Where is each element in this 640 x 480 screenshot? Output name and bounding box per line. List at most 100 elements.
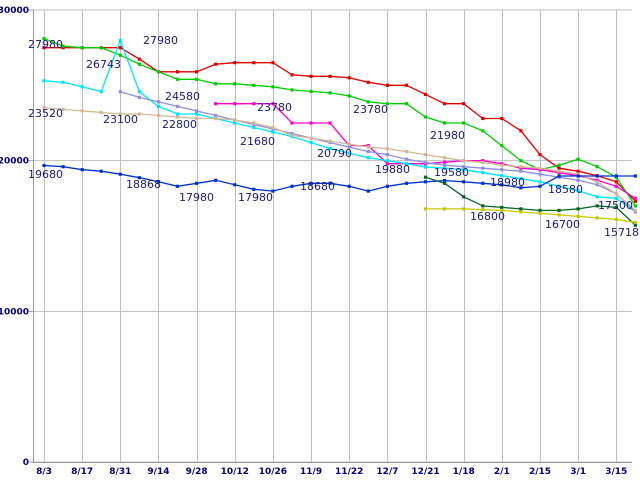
series-marker-olive bbox=[423, 207, 428, 211]
series-marker-green bbox=[309, 89, 313, 93]
data-label: 23780 bbox=[257, 101, 292, 114]
data-label: 19880 bbox=[375, 163, 410, 176]
series-marker-red bbox=[271, 61, 275, 65]
series-marker-red bbox=[614, 180, 618, 184]
series-marker-darkgreen bbox=[443, 181, 447, 185]
series-marker-tan bbox=[99, 110, 103, 115]
x-tick-label: 8/31 bbox=[109, 467, 131, 477]
series-marker-green bbox=[462, 121, 466, 125]
data-label: 22800 bbox=[162, 118, 197, 131]
series-marker-tan bbox=[443, 156, 447, 160]
series-marker-green bbox=[443, 121, 447, 125]
series-marker-darkblue bbox=[347, 184, 351, 188]
series-marker-tan bbox=[462, 159, 466, 163]
series-marker-cyan bbox=[271, 130, 275, 134]
x-tick-label: 8/3 bbox=[36, 467, 52, 477]
series-marker-green bbox=[500, 144, 504, 148]
series-marker-green bbox=[404, 102, 409, 106]
series-marker-cyan bbox=[347, 151, 351, 155]
series-marker-red bbox=[309, 74, 313, 78]
series-marker-olive bbox=[519, 210, 523, 214]
series-marker-green bbox=[214, 82, 218, 86]
series-marker-cyan bbox=[156, 104, 161, 108]
series-marker-green bbox=[42, 37, 46, 41]
series-marker-darkblue bbox=[214, 178, 218, 182]
series-marker-tan bbox=[614, 192, 618, 196]
series-marker-periwinkle bbox=[595, 183, 599, 187]
series-marker-darkblue bbox=[175, 184, 180, 188]
series-marker-green bbox=[385, 102, 389, 106]
series-marker-green bbox=[252, 83, 256, 87]
series-marker-red bbox=[538, 153, 542, 157]
series-marker-darkblue bbox=[80, 168, 84, 172]
series-marker-cyan bbox=[481, 171, 485, 175]
series-marker-tan bbox=[366, 145, 370, 149]
data-label: 18680 bbox=[300, 180, 335, 193]
series-marker-magenta bbox=[233, 102, 237, 106]
series-marker-tan bbox=[309, 136, 313, 140]
series-marker-tan bbox=[557, 169, 561, 173]
series-marker-periwinkle bbox=[423, 160, 428, 165]
series-marker-periwinkle bbox=[385, 153, 389, 157]
series-marker-red bbox=[519, 129, 523, 133]
series-marker-darkgreen bbox=[462, 195, 466, 199]
x-tick-label: 12/7 bbox=[376, 467, 398, 477]
series-marker-cyan bbox=[137, 90, 141, 94]
series-marker-red bbox=[252, 61, 256, 65]
series-marker-olive bbox=[614, 217, 618, 221]
x-tick-label: 3/1 bbox=[570, 467, 586, 477]
series-marker-darkgreen bbox=[500, 205, 504, 209]
data-label: 26743 bbox=[86, 58, 121, 71]
series-marker-cyan bbox=[519, 177, 523, 181]
series-marker-magenta bbox=[633, 196, 637, 200]
series-marker-tan bbox=[328, 139, 332, 143]
series-marker-darkblue bbox=[309, 181, 313, 185]
series-marker-green bbox=[195, 77, 199, 81]
series-marker-darkblue bbox=[328, 181, 332, 185]
series-marker-darkblue bbox=[233, 183, 237, 187]
series-marker-tan bbox=[80, 109, 84, 113]
series-marker-green bbox=[519, 159, 523, 163]
series-marker-red bbox=[137, 57, 141, 61]
data-label: 18868 bbox=[126, 178, 161, 191]
series-marker-tan bbox=[576, 172, 580, 176]
series-marker-red bbox=[481, 116, 485, 121]
data-label: 21980 bbox=[430, 129, 465, 142]
series-marker-green bbox=[576, 157, 580, 161]
plot-background bbox=[33, 10, 632, 462]
y-tick-label: 10000 bbox=[0, 307, 29, 317]
series-marker-periwinkle bbox=[118, 90, 122, 94]
series-marker-red bbox=[42, 46, 46, 50]
x-tick-label: 2/1 bbox=[494, 467, 510, 477]
series-marker-periwinkle bbox=[137, 95, 141, 99]
series-marker-tan bbox=[61, 107, 65, 111]
series-marker-green bbox=[61, 44, 65, 48]
series-marker-cyan bbox=[614, 196, 618, 200]
series-marker-periwinkle bbox=[195, 109, 199, 113]
x-tick-label: 11/9 bbox=[300, 467, 322, 477]
series-marker-darkgreen bbox=[576, 207, 580, 211]
series-marker-cyan bbox=[118, 38, 122, 42]
series-line-red bbox=[44, 47, 636, 202]
series-marker-magenta bbox=[252, 102, 256, 106]
series-marker-darkblue bbox=[576, 174, 580, 178]
data-labels: 27980 26743 27980 24580 23520 23100 22800 23780… bbox=[28, 34, 639, 239]
x-tick-label: 10/26 bbox=[259, 467, 287, 477]
series-marker-periwinkle bbox=[347, 145, 351, 149]
series-marker-green bbox=[423, 115, 428, 119]
data-label: 24580 bbox=[165, 90, 200, 103]
series-marker-darkblue bbox=[271, 189, 275, 193]
series-marker-tan bbox=[233, 118, 237, 122]
series-marker-darkblue bbox=[614, 174, 618, 178]
series-marker-darkblue bbox=[595, 174, 599, 178]
series-marker-darkgreen bbox=[538, 208, 542, 212]
series-marker-tan bbox=[214, 116, 218, 121]
series-marker-darkblue bbox=[42, 163, 46, 168]
series-marker-tan bbox=[137, 112, 141, 116]
x-tick-label: 1/18 bbox=[453, 467, 475, 477]
series-marker-green bbox=[80, 46, 84, 50]
series-marker-red bbox=[366, 80, 370, 84]
series-marker-darkblue bbox=[404, 181, 409, 185]
series-marker-tan bbox=[118, 112, 122, 116]
